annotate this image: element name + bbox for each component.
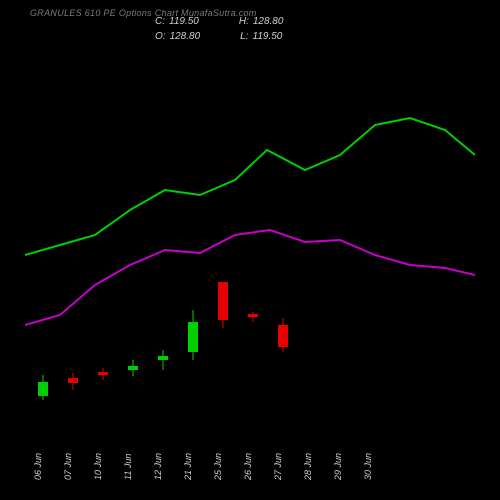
candle-body (98, 372, 108, 375)
candle-body (68, 378, 78, 383)
x-tick-label: 28 Jun (303, 453, 313, 480)
x-tick-label: 07 Jun (63, 453, 73, 480)
candle-body (218, 282, 228, 320)
c-label: C: (155, 14, 165, 29)
candle-body (188, 322, 198, 352)
o-value: 128.80 (170, 29, 201, 44)
line-series-1 (25, 118, 475, 255)
candle-body (38, 382, 48, 396)
x-axis: 06 Jun 07 Jun 10 Jun 11 Jun 12 Jun 21 Jun 25 J… (25, 420, 475, 480)
x-tick-label: 06 Jun (33, 453, 43, 480)
l-label: L: (240, 29, 248, 44)
h-label: H: (239, 14, 249, 29)
ohlc-block: C: 119.50 H: 128.80 O: 128.80 L: 119.50 (155, 14, 283, 44)
h-value: 128.80 (253, 14, 284, 29)
c-value: 119.50 (169, 14, 199, 29)
l-value: 119.50 (253, 29, 283, 44)
x-tick-label: 26 Jun (243, 453, 253, 480)
x-tick-label: 21 Jun (183, 453, 193, 480)
candle-body (128, 366, 138, 370)
line-series-2 (25, 230, 475, 325)
chart-plot (25, 50, 475, 420)
x-tick-label: 12 Jun (153, 453, 163, 480)
x-tick-label: 30 Jun (363, 453, 373, 480)
x-tick-label: 11 Jun (123, 454, 133, 480)
candle-body (158, 356, 168, 360)
x-tick-label: 10 Jun (93, 453, 103, 480)
candle-body (248, 314, 258, 317)
o-label: O: (155, 29, 166, 44)
x-tick-label: 29 Jun (333, 453, 343, 480)
x-tick-label: 27 Jun (273, 453, 283, 480)
x-tick-label: 25 Jun (213, 453, 223, 480)
candle-body (278, 325, 288, 347)
